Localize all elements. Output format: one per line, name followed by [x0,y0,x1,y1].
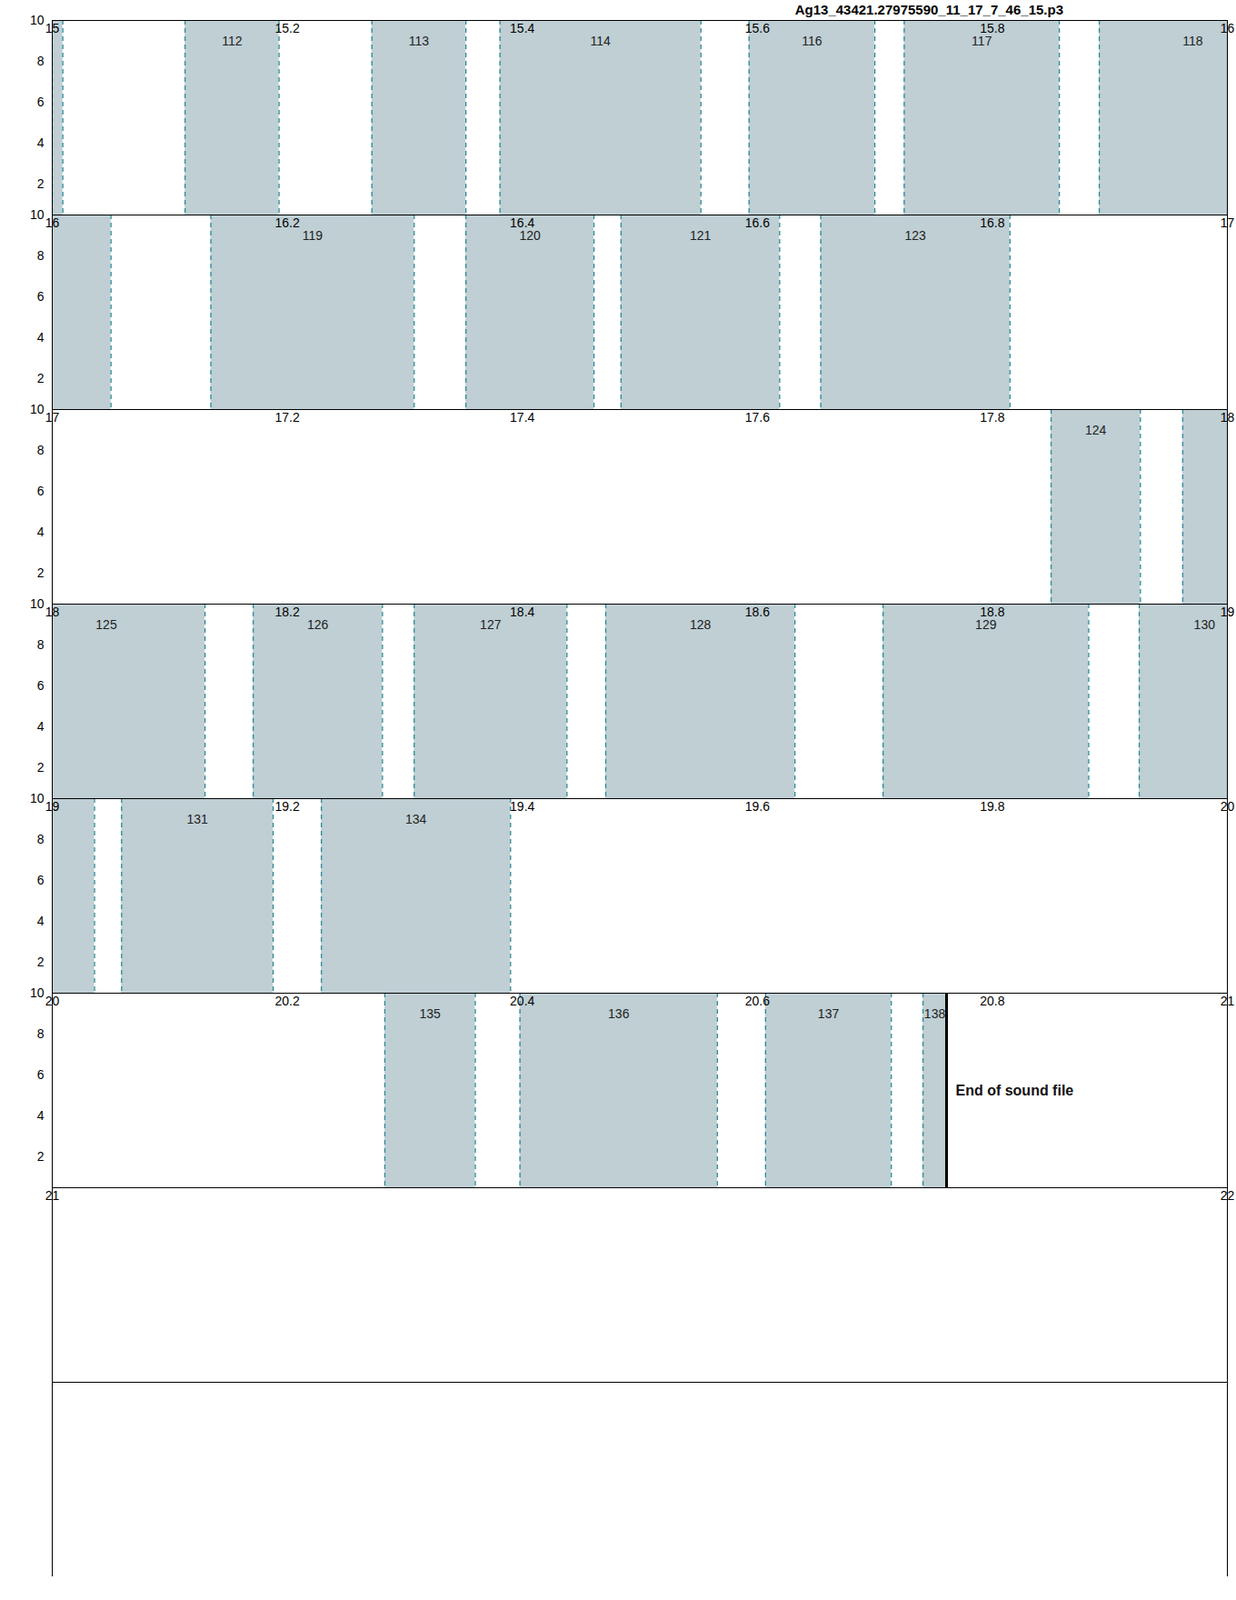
svg-text:19.8: 19.8 [979,798,1005,814]
svg-text:128: 128 [689,617,712,632]
svg-text:18.2: 18.2 [274,604,300,619]
svg-text:15.2: 15.2 [274,20,300,36]
svg-text:21: 21 [45,1187,60,1202]
svg-text:135: 135 [419,1006,442,1021]
svg-text:19.6: 19.6 [745,798,770,814]
svg-text:123: 123 [905,228,927,243]
svg-text:20.2: 20.2 [274,993,300,1008]
svg-text:16.6: 16.6 [745,215,770,230]
svg-text:16.2: 16.2 [274,215,300,230]
svg-text:20.6: 20.6 [745,993,770,1008]
svg-text:10: 10 [29,596,45,611]
svg-text:2: 2 [37,565,45,580]
svg-text:129: 129 [975,617,997,632]
svg-text:8: 8 [37,831,45,847]
svg-text:125: 125 [95,617,118,632]
svg-text:10: 10 [29,985,45,1000]
svg-text:16.8: 16.8 [979,215,1005,230]
svg-text:17: 17 [1220,214,1235,230]
svg-text:8: 8 [37,1026,45,1041]
svg-text:6: 6 [37,483,45,499]
svg-text:2: 2 [37,1148,45,1164]
svg-text:4: 4 [37,718,45,734]
svg-text:10: 10 [29,207,45,222]
svg-text:19: 19 [45,798,60,813]
svg-text:4: 4 [37,329,45,345]
svg-text:21: 21 [1220,992,1235,1008]
svg-text:17: 17 [45,409,60,424]
svg-text:138: 138 [924,1006,947,1021]
svg-text:19.2: 19.2 [274,798,300,814]
svg-text:118: 118 [1182,33,1204,49]
svg-text:134: 134 [405,811,428,827]
svg-text:18.4: 18.4 [509,604,535,619]
html-text:Ag13_43421.27975590_11_17_7_46: Ag13_43421.27975590_11_17_7_46_15.p3 [794,1,1064,18]
svg-text:121: 121 [689,228,712,243]
svg-text:19.4: 19.4 [509,798,535,814]
svg-text:20.4: 20.4 [509,993,535,1008]
svg-text:8: 8 [37,637,45,652]
svg-text:15.4: 15.4 [509,20,535,36]
svg-text:131: 131 [187,811,210,827]
svg-text:130: 130 [1194,617,1217,632]
svg-text:8: 8 [37,248,45,263]
svg-text:10: 10 [29,401,45,417]
svg-text:119: 119 [302,228,324,243]
svg-text:18.6: 18.6 [745,604,770,619]
svg-text:117: 117 [971,33,993,49]
svg-text:136: 136 [608,1006,630,1021]
svg-text:19: 19 [1220,603,1235,619]
svg-text:2: 2 [37,370,45,386]
svg-text:2: 2 [37,176,45,191]
svg-text:10: 10 [29,12,45,28]
svg-text:17.6: 17.6 [745,409,770,425]
svg-text:20: 20 [45,992,60,1008]
svg-text:15.6: 15.6 [745,20,770,36]
svg-text:4: 4 [37,913,45,928]
svg-text:6: 6 [37,94,45,110]
svg-text:16: 16 [45,214,60,230]
svg-text:8: 8 [37,442,45,458]
svg-text:127: 127 [479,617,502,632]
svg-text:8: 8 [37,53,45,69]
svg-text:15.8: 15.8 [979,20,1005,36]
svg-text:120: 120 [518,228,541,243]
svg-text:18: 18 [1220,409,1235,424]
svg-text:4: 4 [37,135,45,150]
svg-text:6: 6 [37,289,45,304]
svg-text:20.8: 20.8 [979,993,1005,1008]
svg-text:4: 4 [37,1107,45,1123]
svg-text:116: 116 [801,33,823,49]
svg-text:2: 2 [37,954,45,969]
svg-text:18: 18 [45,603,60,619]
svg-text:112: 112 [221,33,243,49]
svg-text:114: 114 [590,33,612,49]
svg-text:4: 4 [37,524,45,539]
svg-text:17.4: 17.4 [509,409,535,425]
svg-text:16.4: 16.4 [509,215,535,230]
svg-text:17.2: 17.2 [274,409,300,425]
svg-text:137: 137 [817,1006,840,1021]
svg-text:6: 6 [37,872,45,888]
svg-text:6: 6 [37,1066,45,1082]
svg-text:124: 124 [1085,422,1107,438]
svg-text:16: 16 [1220,20,1235,35]
svg-text:10: 10 [29,790,45,806]
svg-text:End of sound file: End of sound file [955,1082,1074,1098]
svg-text:17.8: 17.8 [979,409,1005,425]
svg-text:22: 22 [1220,1187,1235,1202]
svg-text:2: 2 [37,759,45,775]
svg-text:6: 6 [37,677,45,693]
svg-text:15: 15 [45,20,60,35]
svg-text:20: 20 [1220,798,1235,813]
svg-text:18.8: 18.8 [979,604,1005,619]
svg-text:113: 113 [408,33,430,49]
svg-text:126: 126 [307,617,329,632]
